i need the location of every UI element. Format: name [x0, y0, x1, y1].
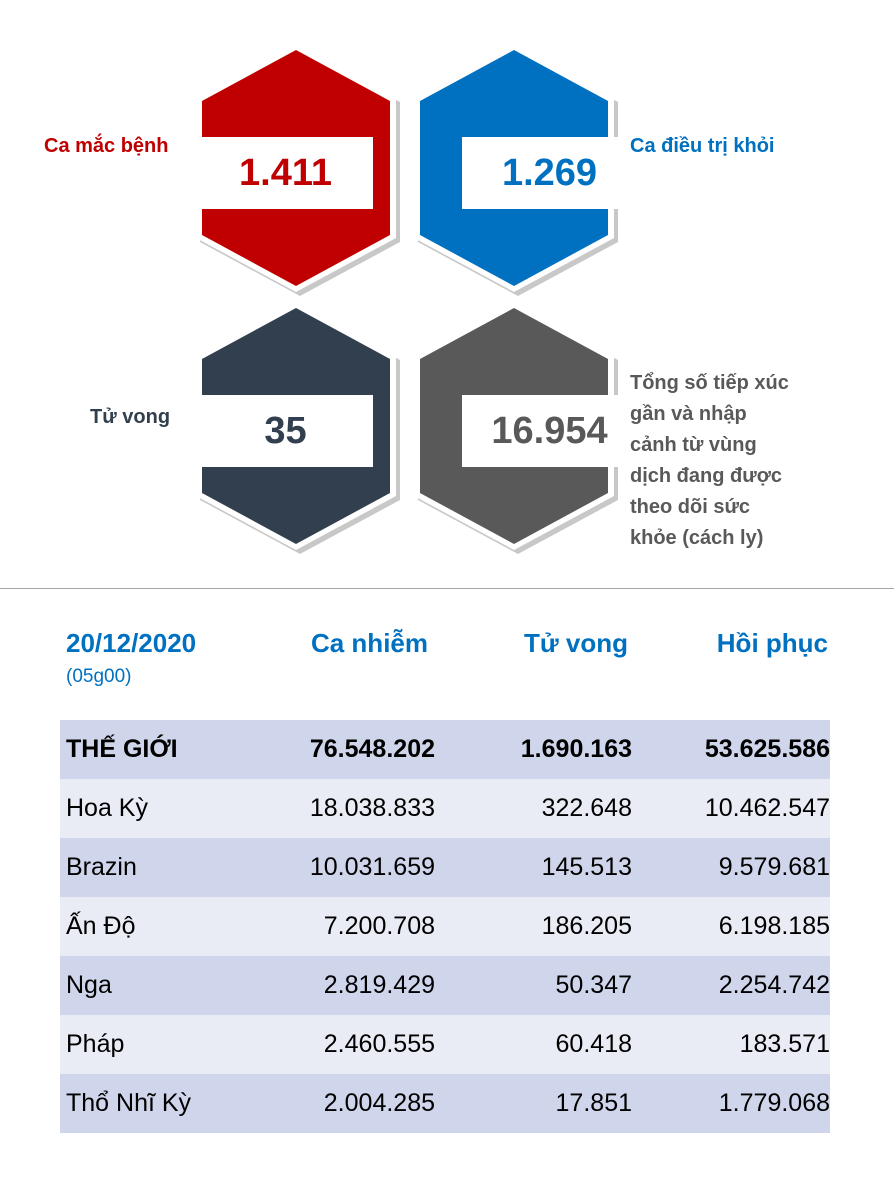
table-date: 20/12/2020	[66, 628, 197, 658]
country-name: Hoa Kỳ	[66, 794, 148, 822]
cases-cell: 76.548.202	[309, 735, 435, 763]
monitored-label: Tổng số tiếp xúc gần và nhập cảnh từ vùn…	[630, 368, 789, 554]
monitored-label-line: Tổng số tiếp xúc	[630, 372, 789, 394]
table-row: Pháp 2.460.555 60.418 183.571	[60, 1015, 830, 1074]
monitored-hexagon: 16.954	[396, 300, 646, 562]
country-name: Ấn Độ	[66, 912, 136, 940]
deaths-value: 35	[198, 395, 373, 467]
recovered-cell: 2.254.742	[718, 971, 830, 999]
table-row: Ấn Độ 7.200.708 186.205 6.198.185	[60, 897, 830, 956]
cases-hexagon: 1.411	[178, 42, 428, 304]
country-name: THẾ GIỚI	[66, 735, 178, 763]
cases-cell: 10.031.659	[309, 853, 435, 881]
recovered-cell: 6.198.185	[718, 912, 830, 940]
cases-cell: 2.004.285	[323, 1089, 435, 1117]
table-time: (05g00)	[66, 666, 132, 687]
section-divider	[0, 588, 894, 589]
monitored-value: 16.954	[462, 395, 637, 467]
monitored-label-line: dịch đang được	[630, 465, 783, 487]
table-row: Nga 2.819.429 50.347 2.254.742	[60, 956, 830, 1015]
recovered-cell: 183.571	[739, 1030, 830, 1058]
recovered-label: Ca điều trị khỏi	[630, 135, 775, 157]
monitored-label-line: cảnh từ vùng	[630, 434, 757, 456]
deaths-cell: 322.648	[541, 794, 632, 822]
deaths-cell: 1.690.163	[520, 735, 632, 763]
recovered-hexagon: 1.269	[396, 42, 646, 304]
deaths-cell: 186.205	[541, 912, 632, 940]
deaths-label: Tử vong	[90, 406, 171, 428]
monitored-label-line: theo dõi sức	[630, 496, 751, 518]
header-deaths: Tử vong	[523, 628, 628, 658]
recovered-cell: 1.779.068	[718, 1089, 830, 1117]
recovered-cell: 10.462.547	[704, 794, 830, 822]
country-name: Pháp	[66, 1030, 125, 1058]
table-row-world: THẾ GIỚI 76.548.202 1.690.163 53.625.586	[60, 720, 830, 779]
cases-value: 1.411	[198, 137, 373, 209]
country-name: Nga	[66, 971, 112, 999]
recovered-value: 1.269	[462, 137, 637, 209]
table-row: Brazin 10.031.659 145.513 9.579.681	[60, 838, 830, 897]
cases-cell: 2.460.555	[323, 1030, 435, 1058]
header-cases: Ca nhiễm	[310, 628, 428, 658]
recovered-cell: 9.579.681	[718, 853, 830, 881]
cases-cell: 7.200.708	[323, 912, 435, 940]
cases-cell: 2.819.429	[323, 971, 435, 999]
deaths-cell: 17.851	[555, 1089, 632, 1117]
table-row: Hoa Kỳ 18.038.833 322.648 10.462.547	[60, 779, 830, 838]
deaths-cell: 60.418	[555, 1030, 632, 1058]
country-name: Thổ Nhĩ Kỳ	[66, 1089, 192, 1117]
monitored-label-line: khỏe (cách ly)	[630, 527, 764, 549]
deaths-cell: 50.347	[555, 971, 632, 999]
country-name: Brazin	[66, 853, 137, 881]
cases-label: Ca mắc bệnh	[44, 135, 169, 157]
monitored-label-line: gần và nhập	[630, 403, 747, 425]
table-row: Thổ Nhĩ Kỳ 2.004.285 17.851 1.779.068	[60, 1074, 830, 1133]
deaths-hexagon: 35	[178, 300, 428, 562]
cases-cell: 18.038.833	[309, 794, 435, 822]
covid-world-table: THẾ GIỚI 76.548.202 1.690.163 53.625.586…	[60, 720, 830, 1133]
header-recovered: Hồi phục	[716, 628, 828, 658]
recovered-cell: 53.625.586	[704, 735, 830, 763]
deaths-cell: 145.513	[541, 853, 632, 881]
